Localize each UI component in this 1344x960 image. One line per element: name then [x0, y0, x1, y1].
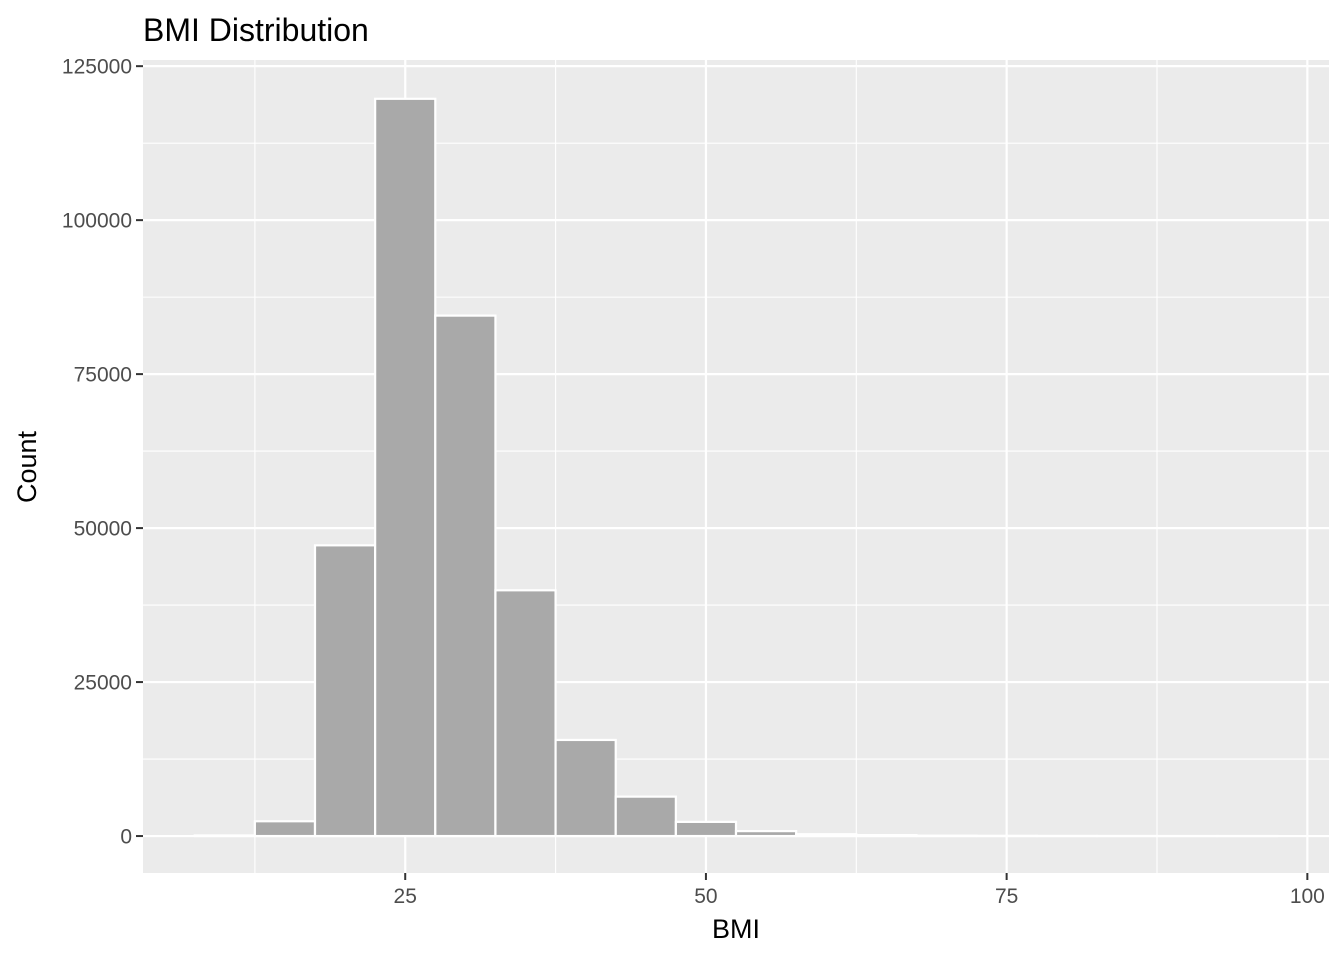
- histogram-bar: [374, 97, 437, 838]
- y-tick-label: 100000: [62, 210, 132, 233]
- chart-title: BMI Distribution: [143, 12, 369, 48]
- y-tick-label: 25000: [74, 672, 132, 695]
- y-axis-title: Count: [12, 430, 42, 503]
- histogram-bar: [734, 830, 798, 838]
- y-tick-label: 75000: [74, 364, 132, 387]
- histogram-bar: [253, 820, 317, 838]
- histogram-bar: [193, 834, 256, 838]
- histogram-bar: [795, 833, 858, 838]
- x-axis: 25 50 75 100: [394, 873, 1325, 908]
- x-tick-label: 100: [1290, 885, 1325, 908]
- y-tick-label: 50000: [74, 518, 132, 541]
- y-tick-label: 0: [120, 826, 132, 849]
- histogram-bar: [494, 589, 557, 838]
- x-tick-label: 25: [394, 885, 417, 908]
- histogram-bar: [313, 544, 377, 838]
- minor-gridlines: [143, 60, 1329, 873]
- histogram-bar: [434, 314, 497, 838]
- x-tick-label: 75: [995, 885, 1018, 908]
- histogram-bar: [614, 795, 677, 838]
- histogram-bar: [554, 738, 617, 838]
- histogram-bars: [193, 97, 1279, 838]
- x-tick-label: 50: [694, 885, 717, 908]
- y-tick-label: 125000: [62, 56, 132, 79]
- x-axis-title: BMI: [712, 914, 760, 944]
- y-axis: 0 25000 50000 75000 100000 125000: [62, 56, 143, 849]
- histogram-bar: [855, 834, 918, 838]
- histogram-bar: [674, 820, 738, 838]
